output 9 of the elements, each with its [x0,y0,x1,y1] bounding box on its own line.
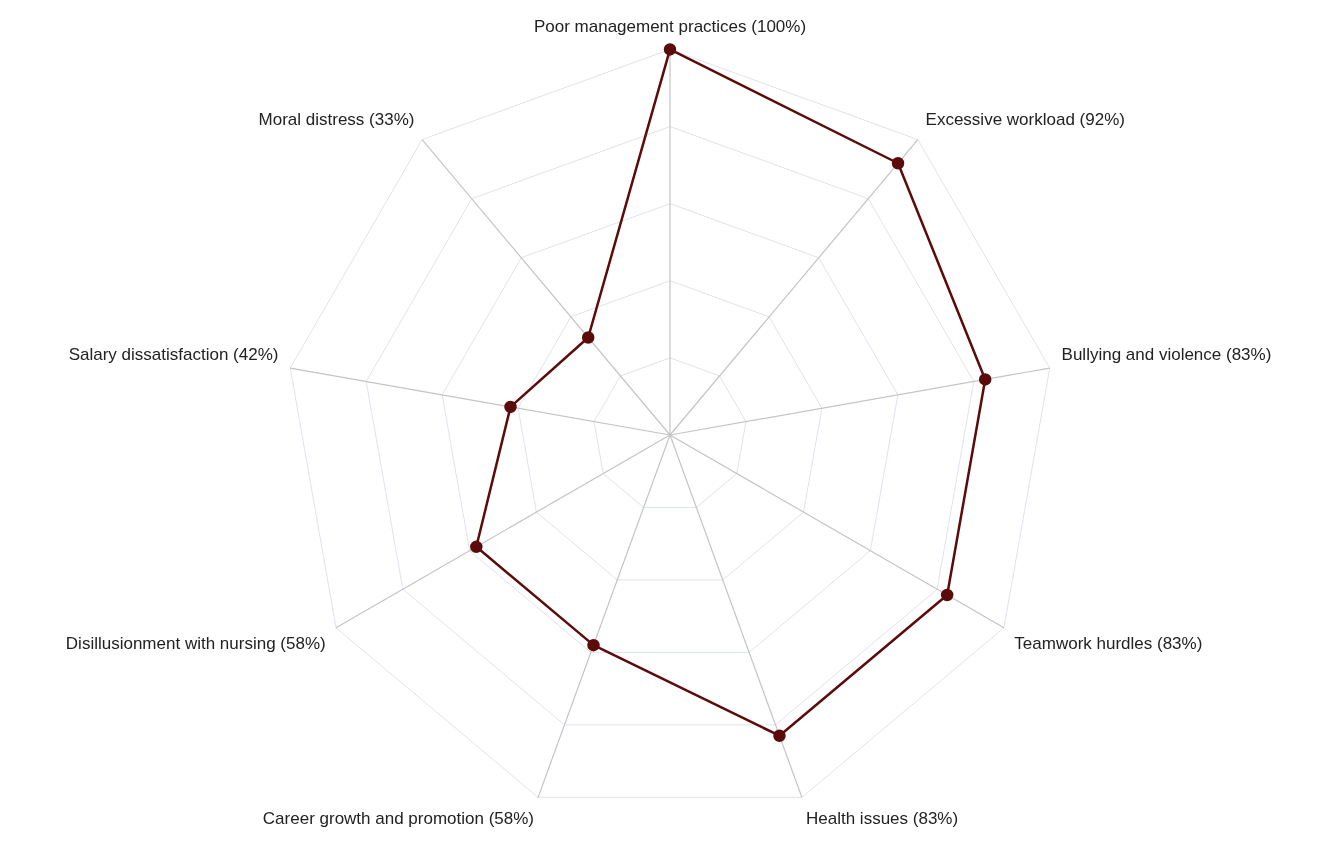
spoke-label: Career growth and promotion (58%) [262,808,535,828]
spoke-label: Bullying and violence (83%) [1061,345,1272,365]
spoke-label: Disillusionment with nursing (58%) [65,633,326,653]
spoke-label: Salary dissatisfaction (42%) [68,345,279,365]
spoke-label: Poor management practices (100%) [533,16,807,36]
spoke-label: Moral distress (33%) [258,109,415,129]
spoke-label: Health issues (83%) [805,808,959,828]
spoke-label: Excessive workload (92%) [925,109,1125,129]
spoke-label: Teamwork hurdles (83%) [1014,633,1203,653]
